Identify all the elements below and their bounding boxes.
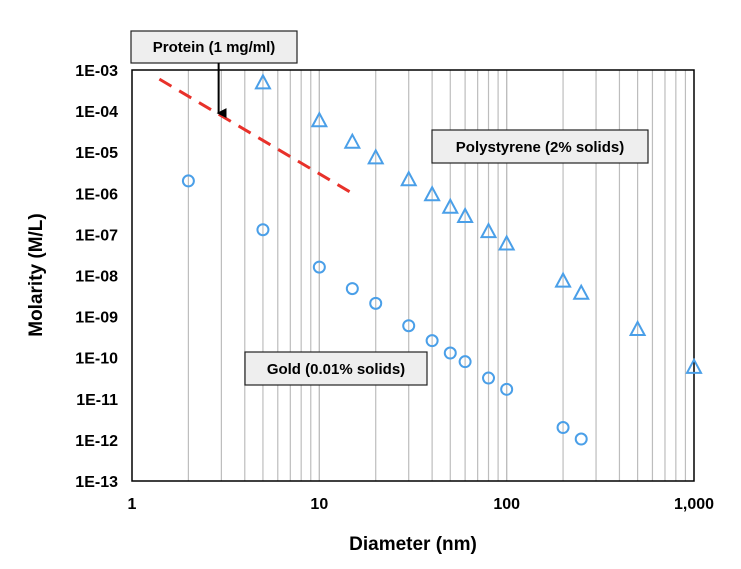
gold-point (312, 260, 326, 274)
y-tick-label: 1E-11 (76, 392, 118, 409)
y-tick-label: 1E-09 (75, 310, 118, 327)
polystyrene-point (343, 132, 361, 149)
x-axis-title: Diameter (nm) (349, 534, 477, 555)
y-tick-label: 1E-05 (75, 145, 118, 162)
y-tick-label: 1E-13 (75, 474, 118, 491)
gold-point (500, 382, 514, 396)
gold-point (369, 296, 383, 310)
y-tick-label: 1E-06 (75, 186, 118, 203)
polystyrene-point (310, 111, 329, 128)
gold-point (482, 371, 496, 385)
polystyrene-point (423, 185, 441, 202)
y-tick-label: 1E-03 (75, 63, 118, 80)
gold-point (425, 334, 439, 348)
series-layer (158, 73, 703, 446)
series-circle (181, 174, 588, 446)
x-axis-tick-labels: 1 10 100 1,000 (128, 496, 715, 513)
gold-point (556, 421, 570, 435)
y-axis-tick-labels: 1E-03 1E-04 1E-05 1E-06 1E-07 1E-08 1E-09 1E-10… (75, 63, 118, 491)
gold-point (256, 223, 270, 237)
polystyrene-point (554, 271, 572, 288)
polystyrene-point (367, 148, 385, 165)
polystyrene-annotation: Polystyrene (2% solids) (431, 129, 649, 164)
protein-trend-line (158, 77, 354, 195)
gold-point (181, 174, 195, 188)
series-dashed-line (158, 77, 354, 195)
x-tick-label: 1,000 (674, 496, 714, 513)
y-axis-title: Molarity (M/L) (26, 213, 47, 337)
gold-annotation-label: Gold (0.01% solids) (267, 361, 405, 378)
gold-point (402, 319, 416, 333)
polystyrene-point (497, 234, 516, 251)
y-tick-label: 1E-12 (75, 433, 118, 450)
polystyrene-point (479, 222, 498, 239)
polystyrene-point (400, 170, 418, 187)
polystyrene-point (685, 357, 703, 374)
gold-point (574, 432, 588, 446)
polystyrene-point (254, 73, 272, 90)
x-tick-label: 10 (310, 496, 328, 513)
y-tick-label: 1E-04 (75, 104, 118, 121)
plot-area (131, 69, 695, 482)
gold-point (458, 355, 472, 369)
polystyrene-point (572, 283, 590, 300)
gold-point (345, 282, 359, 296)
polystyrene-annotation-label: Polystyrene (2% solids) (456, 139, 624, 156)
y-tick-label: 1E-10 (75, 351, 118, 368)
x-tick-label: 1 (128, 496, 137, 513)
polystyrene-point (456, 206, 474, 224)
series-triangle (254, 73, 703, 374)
polystyrene-point (441, 197, 459, 214)
protein-annotation: Protein (1 mg/ml) (130, 30, 298, 119)
vertical-gridlines (187, 70, 687, 481)
gold-point (443, 346, 457, 360)
y-tick-label: 1E-07 (75, 227, 118, 244)
protein-annotation-label: Protein (1 mg/ml) (153, 39, 276, 56)
y-tick-label: 1E-08 (75, 269, 118, 286)
gold-annotation: Gold (0.01% solids) (244, 351, 428, 386)
polystyrene-point (628, 319, 647, 336)
x-tick-label: 100 (493, 496, 520, 513)
